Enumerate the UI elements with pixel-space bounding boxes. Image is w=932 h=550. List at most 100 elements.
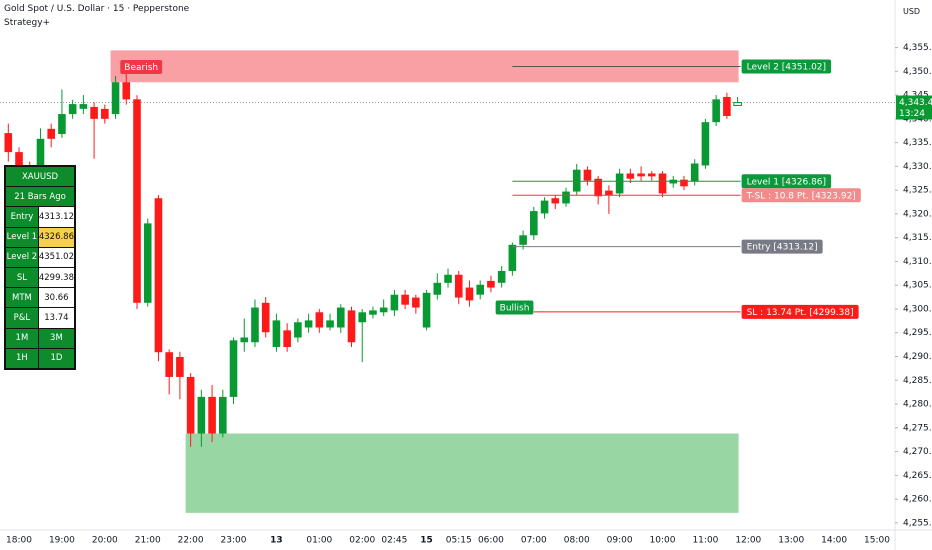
- timeframe-button[interactable]: 1D: [38, 348, 74, 368]
- candle-body: [433, 282, 442, 295]
- x-tick-label: 20:00: [92, 536, 118, 546]
- candle-body: [15, 152, 23, 167]
- signal-label: Bullish: [500, 304, 530, 314]
- x-tick-label: 13: [270, 536, 283, 546]
- candle-body: [347, 310, 356, 343]
- y-tick-label: 4,320.00: [903, 209, 932, 219]
- candle-body: [358, 312, 367, 323]
- x-tick-label: 12:00: [735, 536, 761, 546]
- row-label: Level 1: [6, 227, 38, 247]
- y-tick-label: 4,265.00: [903, 471, 932, 481]
- candle-body: [68, 104, 77, 115]
- candle-body: [476, 284, 484, 295]
- level-label-text: Level 1 [4326.86]: [747, 177, 826, 187]
- candle-body: [680, 179, 688, 187]
- candle-body: [401, 294, 409, 305]
- candle-body: [240, 337, 249, 343]
- candle-body: [251, 307, 259, 343]
- x-tick-label: 07:00: [521, 536, 547, 546]
- y-tick-label: 4,315.00: [903, 233, 932, 243]
- candle-body: [637, 173, 645, 177]
- candle-body: [283, 330, 291, 347]
- candle-body: [519, 235, 527, 245]
- candle-body: [58, 114, 66, 135]
- candle-body: [369, 310, 377, 315]
- candle-body: [562, 191, 570, 204]
- signal-label-bg: [120, 60, 163, 75]
- candle-body: [530, 211, 538, 236]
- candle-body: [454, 274, 463, 298]
- candle-body: [701, 122, 710, 166]
- row-value: 4313.12: [38, 207, 74, 227]
- x-tick-label: 11:00: [692, 536, 718, 546]
- row-label: Level 2: [6, 247, 38, 267]
- y-tick-label: 4,260.00: [903, 495, 932, 505]
- candle-body: [615, 173, 624, 194]
- y-tick-label: 4,335.00: [903, 138, 932, 148]
- currency: USD: [903, 7, 921, 16]
- table-title: XAUUSD: [6, 167, 74, 187]
- level-label-bg: [741, 239, 823, 254]
- candle-body: [444, 274, 452, 283]
- level-label: T-SL : 10.8 Pt. [4323.92]: [741, 188, 861, 203]
- candle-body: [605, 190, 613, 196]
- level-label-text: Entry [4313.12]: [747, 243, 818, 253]
- candle-body: [154, 198, 163, 353]
- candle-body: [208, 396, 216, 434]
- candle-body: [594, 178, 602, 197]
- level-label: Entry [4313.12]: [741, 239, 823, 254]
- x-tick-label: 14:00: [821, 536, 847, 546]
- y-tick-label: 4,295.00: [903, 328, 932, 338]
- candle-body: [336, 307, 345, 328]
- candle-body: [497, 270, 506, 283]
- candle-body: [261, 302, 270, 333]
- chart-title: Gold Spot / U.S. Dollar · 15 · Peppersto…: [4, 4, 190, 14]
- candle-body: [326, 320, 334, 328]
- x-tick-label: 08:00: [564, 536, 590, 546]
- countdown: 13:24: [899, 109, 925, 119]
- candle-body: [197, 396, 206, 434]
- row-value: 13.74: [38, 308, 74, 328]
- x-tick-label: 02:45: [381, 536, 407, 546]
- level-label-bg: [741, 188, 861, 203]
- level-label: Level 2 [4351.02]: [741, 59, 832, 74]
- x-tick-label: 06:00: [478, 536, 504, 546]
- level-label-bg: [741, 304, 859, 319]
- y-tick-label: 4,300.00: [903, 304, 932, 314]
- timeframe-button[interactable]: 3M: [38, 328, 74, 348]
- candle-body: [122, 82, 131, 100]
- candle-body: [272, 320, 281, 347]
- timeframe-button[interactable]: 1H: [6, 348, 38, 368]
- y-tick-label: 4,325.00: [903, 186, 932, 196]
- table-subtitle: 21 Bars Ago: [6, 187, 74, 207]
- y-tick-label: 4,350.00: [903, 67, 932, 77]
- candle-body: [294, 322, 302, 338]
- x-tick-label: 15: [420, 536, 433, 546]
- y-tick-label: 4,280.00: [903, 400, 932, 410]
- timeframe-button[interactable]: 1M: [6, 328, 38, 348]
- y-tick-label: 4,355.00: [903, 43, 932, 53]
- x-tick-label: 10:00: [650, 536, 676, 546]
- signal-label-bg: [495, 300, 534, 315]
- y-tick-label: 4,290.00: [903, 352, 932, 362]
- level-label: SL : 13.74 Pt. [4299.38]: [741, 304, 859, 319]
- y-tick-label: 4,255.00: [903, 518, 932, 528]
- candle-body: [315, 312, 324, 328]
- candle-body: [712, 99, 720, 123]
- candle-body: [626, 173, 635, 179]
- candle-body: [304, 320, 313, 328]
- y-tick-label: 4,275.00: [903, 423, 932, 433]
- candle-body: [165, 352, 173, 377]
- candle-body: [648, 173, 656, 177]
- x-tick-label: 02:00: [349, 536, 375, 546]
- x-tick-label: 18:00: [6, 536, 32, 546]
- candle-body: [111, 82, 120, 115]
- level-label: Level 1 [4326.86]: [741, 174, 832, 189]
- y-tick-label: 4,310.00: [903, 257, 932, 267]
- candle-body: [176, 356, 184, 377]
- candle-body: [186, 376, 195, 434]
- level-label-text: Level 2 [4351.02]: [747, 62, 826, 72]
- candle-body: [658, 173, 667, 194]
